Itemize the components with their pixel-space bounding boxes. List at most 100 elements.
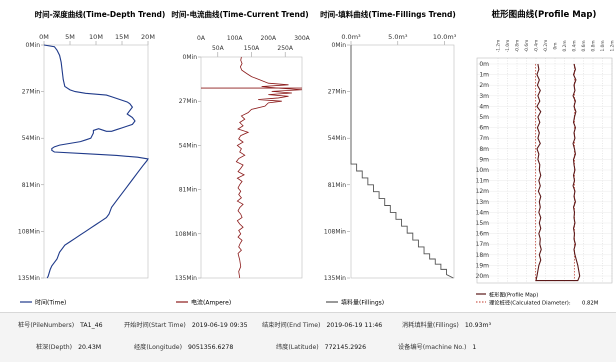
profile-x-tick-label: -0.4m: [534, 40, 540, 53]
fillings-x-tick-label: 5.0m³: [388, 33, 408, 41]
profile-x-tick-label: -1.0m: [505, 40, 511, 53]
longitude-value: 9051356.6278: [187, 344, 234, 351]
depth-title: 时间-深度曲线(Time-Depth Trend): [35, 9, 166, 19]
profile-depth-tick-label: 0m: [479, 61, 489, 68]
current-y-axis: 0Min 27Min 54Min 81Min 108Min 135Min: [175, 54, 201, 282]
profile-x-tick-label: 1.2m: [610, 40, 616, 51]
profile-depth-tick-label: 16m: [476, 231, 490, 238]
profile-depth-tick-label: 1m: [479, 72, 489, 79]
profile-depth-tick-label: 5m: [479, 114, 489, 121]
latitude-field: 纬度(Latitude) 772145.2926: [276, 339, 366, 357]
current-x-bottom-tick-label: 250A: [277, 45, 293, 52]
current-x-axis-top: 0A 100A 200A 300A: [197, 35, 311, 42]
end-time-field: 结束时间(End Time) 2019-06-19 11:46: [262, 317, 382, 335]
footer-row-2: 桩深(Depth) 20.43M 经度(Longitude) 9051356.627…: [0, 339, 616, 357]
depth-x-tick-label: 15M: [115, 33, 129, 41]
start-time-field: 开始时间(Start Time) 2019-06-19 09:35: [124, 317, 248, 335]
fillings-y-tick-label: 54Min: [328, 135, 346, 142]
fillings-y-tick-label: 108Min: [324, 228, 346, 235]
current-y-tick-label: 135Min: [175, 275, 197, 282]
profile-title: 桩形图曲线(Profile Map): [492, 9, 597, 20]
profile-plot-frame: [476, 57, 613, 284]
depth-panel: 时间-深度曲线(Time-Depth Trend) 0M 5M 10M 15M 20M …: [18, 9, 165, 307]
fillings-y-tick-label: 0Min: [332, 42, 347, 49]
current-y-tick-label: 81Min: [179, 187, 197, 194]
profile-x-tick-label: 0.8m: [591, 40, 597, 51]
fillings-x-tick-label: 10.0m³: [433, 33, 457, 41]
profile-panel: 桩形图曲线(Profile Map) -1.2m -1.0m -0.8m -0.6m -…: [476, 9, 616, 307]
profile-depth-tick-label: 14m: [476, 209, 490, 216]
footer-row-1: 桩号(PileNumbers) TA1_46 开始时间(Start Time) 20…: [0, 317, 616, 335]
profile-depth-tick-label: 8m: [479, 146, 489, 153]
machine-number-value: 1: [472, 344, 477, 351]
profile-x-tick-label: 1.0m: [600, 40, 606, 51]
profile-x-tick-label: 0.6m: [581, 40, 587, 51]
fillings-y-tick-label: 81Min: [328, 182, 346, 189]
diameter-legend-value: 0.82M: [582, 301, 599, 307]
fillings-plot-frame: [350, 44, 455, 279]
profile-depth-tick-label: 9m: [479, 156, 489, 163]
depth-series-line: [43, 44, 149, 279]
fillings-series-line: [350, 45, 454, 279]
profile-depth-tick-label: 6m: [479, 125, 489, 132]
consumed-fillings-value: 10.93m³: [464, 322, 492, 329]
start-time-label: 开始时间(Start Time): [124, 322, 186, 329]
end-time-value: 2019-06-19 11:46: [326, 322, 383, 329]
current-plot-frame: [200, 56, 303, 279]
depth-y-tick-label: 81Min: [22, 182, 40, 189]
depth-legend-label: 时间(Time): [35, 299, 66, 307]
current-panel: 时间-电流曲线(Time-Current Trend) 0A 100A 200A 30…: [171, 9, 310, 307]
profile-x-tick-label: 0.4m: [572, 40, 578, 51]
profile-x-tick-label: -0.2m: [543, 40, 549, 53]
pile-number-label: 桩号(PileNumbers): [18, 322, 75, 329]
end-time-label: 结束时间(End Time): [262, 322, 321, 329]
profile-depth-tick-label: 10m: [476, 167, 490, 174]
profile-x-tick-label: 0m: [553, 43, 559, 50]
current-x-top-tick-label: 0A: [197, 35, 206, 42]
fillings-y-tick-label: 27Min: [328, 89, 346, 96]
current-x-top-tick-label: 100A: [227, 35, 243, 42]
depth-y-tick-label: 27Min: [22, 89, 40, 96]
profile-x-axis: -1.2m -1.0m -0.8m -0.6m -0.4m -0.2m 0m 0.2m 0.4m…: [496, 40, 616, 53]
fillings-x-axis: 0.0m³ 5.0m³ 10.0m³: [341, 33, 457, 45]
pile-depth-field: 桩深(Depth) 20.43M: [36, 339, 101, 357]
pile-depth-label: 桩深(Depth): [36, 344, 73, 351]
current-legend-label: 电流(Ampere): [191, 299, 231, 307]
latitude-value: 772145.2926: [324, 344, 367, 351]
depth-y-tick-label: 135Min: [18, 275, 40, 282]
profile-x-tick-label: 0.2m: [562, 40, 568, 51]
profile-shape-line: [535, 63, 581, 282]
profile-depth-tick-label: 2m: [479, 82, 489, 89]
longitude-field: 经度(Longitude) 9051356.6278: [134, 339, 233, 357]
depth-x-axis: 0M 5M 10M 15M 20M: [39, 33, 155, 45]
fillings-title: 时间-填料曲线(Time-Fillings Trend): [320, 9, 456, 19]
profile-legend-label: 桩形图(Profile Map): [489, 291, 538, 299]
profile-depth-axis: 0m 1m 2m 3m 4m 5m 6m 7m 8m 9m 10m 11m 12m 13m 14m 15m 16…: [476, 61, 490, 280]
current-title: 时间-电流曲线(Time-Current Trend): [171, 9, 308, 19]
current-y-tick-label: 27Min: [179, 98, 197, 105]
fillings-y-tick-label: 135Min: [324, 275, 346, 282]
depth-plot-frame: [43, 44, 149, 279]
profile-depth-tick-label: 12m: [476, 188, 490, 195]
latitude-label: 纬度(Latitude): [276, 344, 319, 351]
current-x-top-tick-label: 300A: [294, 35, 310, 42]
pile-number-value: TA1_46: [80, 322, 103, 329]
profile-depth-tick-label: 11m: [476, 178, 490, 185]
depth-y-tick-label: 108Min: [18, 228, 40, 235]
profile-depth-tick-label: 19m: [476, 262, 490, 269]
depth-x-tick-label: 5M: [65, 33, 75, 41]
profile-depth-tick-label: 7m: [479, 135, 489, 142]
profile-depth-tick-label: 18m: [476, 252, 490, 259]
info-footer: 桩号(PileNumbers) TA1_46 开始时间(Start Time) 20…: [0, 312, 616, 362]
profile-x-tick-label: -1.2m: [496, 40, 502, 53]
current-y-tick-label: 108Min: [175, 231, 197, 238]
pile-number-field: 桩号(PileNumbers) TA1_46: [18, 317, 103, 335]
consumed-fillings-field: 消耗填料量(Fillings) 10.93m³: [402, 317, 491, 335]
current-y-tick-label: 54Min: [179, 142, 197, 149]
fillings-y-axis: 0Min 27Min 54Min 81Min 108Min 135Min: [324, 42, 350, 282]
depth-x-tick-label: 10M: [89, 33, 103, 41]
current-x-bottom-tick-label: 50A: [212, 45, 225, 52]
depth-x-tick-label: 0M: [39, 33, 49, 41]
fillings-legend-label: 填料量(Fillings): [341, 299, 384, 307]
